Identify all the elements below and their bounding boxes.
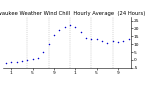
Point: [74, 26, 76, 28]
Point: [101, 40, 103, 42]
Point: [15, 61, 18, 62]
Point: [127, 39, 130, 40]
Point: [79, 31, 82, 32]
Point: [69, 25, 71, 26]
Point: [122, 40, 124, 42]
Point: [10, 62, 12, 63]
Point: [58, 29, 60, 31]
Point: [95, 38, 98, 39]
Point: [31, 58, 34, 60]
Point: [117, 41, 119, 43]
Point: [37, 57, 39, 58]
Point: [85, 37, 87, 39]
Point: [63, 26, 66, 28]
Title: Milwaukee Weather Wind Chill  Hourly Average  (24 Hours): Milwaukee Weather Wind Chill Hourly Aver…: [0, 11, 145, 16]
Point: [90, 39, 92, 40]
Point: [42, 51, 44, 53]
Point: [53, 34, 55, 35]
Point: [5, 62, 7, 64]
Point: [111, 40, 114, 42]
Point: [21, 60, 23, 61]
Point: [26, 59, 28, 61]
Point: [47, 44, 50, 45]
Point: [106, 42, 108, 43]
